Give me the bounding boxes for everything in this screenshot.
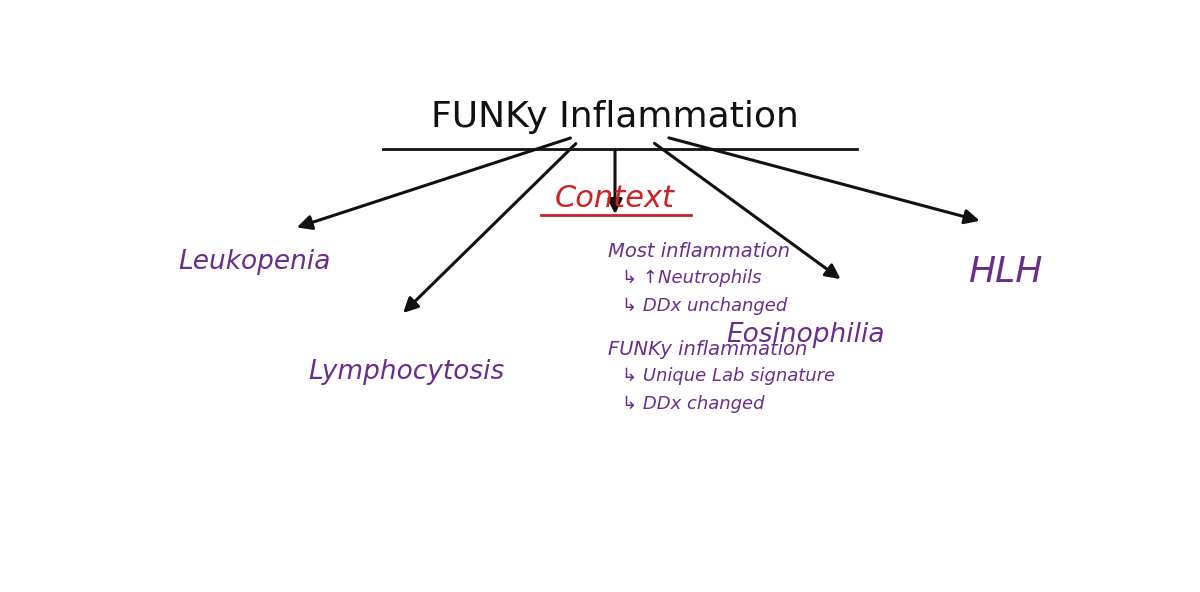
Text: ↳ DDx changed: ↳ DDx changed (622, 395, 764, 413)
Text: Lymphocytosis: Lymphocytosis (308, 359, 504, 385)
Text: Eosinophilia: Eosinophilia (727, 323, 886, 349)
Text: ↳ Unique Lab signature: ↳ Unique Lab signature (622, 368, 835, 385)
Text: Most inflammation: Most inflammation (607, 242, 790, 260)
Text: ↳ DDx unchanged: ↳ DDx unchanged (622, 297, 787, 315)
Text: ↳ ↑Neutrophils: ↳ ↑Neutrophils (622, 269, 761, 288)
Text: FUNKy inflammation: FUNKy inflammation (607, 340, 806, 359)
Text: Leukopenia: Leukopenia (178, 249, 330, 275)
Text: Context: Context (554, 184, 674, 213)
Text: HLH: HLH (968, 255, 1043, 289)
Text: FUNKy Inflammation: FUNKy Inflammation (431, 99, 799, 134)
